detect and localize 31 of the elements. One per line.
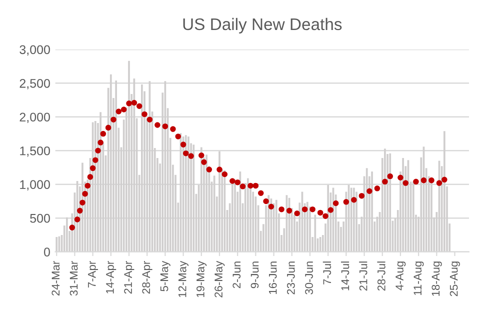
x-tick-label: 26-May: [214, 260, 225, 298]
x-tick-label: 28-Apr: [142, 261, 152, 294]
x-tick-label: 18-Aug: [432, 262, 442, 296]
x-tick-label: 24-Mar: [52, 261, 60, 296]
x-tick-label: 5-May: [160, 260, 170, 292]
y-tick-label: 2,500: [20, 78, 50, 90]
y-tick-label: 2,000: [20, 112, 50, 124]
x-tick-label: 31-Mar: [70, 261, 78, 296]
x-tick-label: 11-Aug: [414, 262, 424, 296]
x-tick-label: 16-Jun: [268, 262, 277, 294]
x-tick-label: 14-Jul: [340, 262, 350, 290]
x-tick-label: 28-Jul: [377, 262, 386, 291]
x-tick-label: 12-May: [178, 260, 188, 298]
x-tick-label: 4-Aug: [396, 262, 406, 290]
y-tick-label: 1,000: [20, 180, 50, 190]
y-tick-label: 1,500: [20, 146, 50, 157]
y-tick-label: 500: [30, 214, 50, 223]
x-tick-label: 19-May: [196, 260, 207, 298]
x-tick-label: 23-Jun: [286, 262, 295, 294]
x-tick-label: 7-Jul: [322, 262, 332, 284]
x-tick-label: 14-Apr: [106, 261, 116, 294]
x-tick-label: 25-Aug: [450, 262, 460, 296]
y-tick-label: 3,000: [20, 45, 50, 56]
x-tick-label: 30-Jun: [305, 262, 313, 294]
x-tick-label: 9-Jun: [250, 262, 259, 288]
x-tick-label: 21-Apr: [124, 261, 134, 294]
x-tick-label: 21-Jul: [359, 262, 368, 291]
x-tick-label: 2-Jun: [232, 262, 241, 288]
chart-title: US Daily New Deaths: [183, 18, 342, 34]
x-tick-label: 7-Apr: [88, 261, 98, 288]
y-tick-label: 0: [44, 248, 50, 256]
